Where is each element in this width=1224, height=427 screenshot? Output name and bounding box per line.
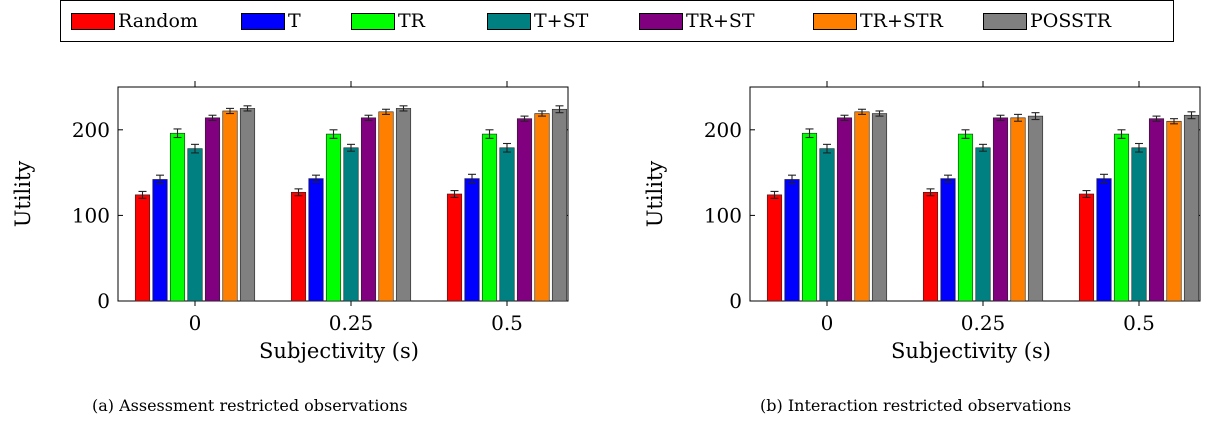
bar: [992, 117, 1009, 302]
y-axis-label: Utility: [11, 161, 35, 228]
chart-a: 0 100 200 0 0.25 0.5 Subjectivity (s) Utility: [11, 81, 569, 363]
bar: [169, 132, 186, 302]
legend-swatch: [813, 12, 857, 30]
x-tick-label: 0.5: [1123, 311, 1155, 335]
bar: [854, 111, 870, 302]
legend-item-t-plus-st: T+ST: [487, 9, 588, 33]
legend-label: TR: [398, 10, 425, 32]
legend-label: TR+STR: [860, 10, 943, 32]
legend-swatch: [351, 12, 395, 30]
bar: [801, 132, 818, 302]
bar: [957, 133, 974, 302]
bar: [481, 133, 498, 302]
bar: [446, 193, 463, 302]
legend-swatch: [487, 12, 531, 30]
y-tick-label: 100: [704, 203, 742, 227]
bar: [836, 117, 853, 302]
legend-swatch: [71, 12, 115, 30]
legend-item-random: Random: [71, 9, 198, 33]
bar: [222, 110, 238, 302]
y-axis-label: Utility: [643, 161, 667, 228]
legend-item-t: T: [241, 9, 301, 33]
chart-legend: Random T TR T+ST TR+ST TR+STR POSSTR: [60, 0, 1174, 42]
y-tick-label: 0: [729, 289, 742, 313]
bar: [784, 179, 800, 302]
bar: [239, 108, 256, 302]
y-tick-label: 200: [72, 118, 110, 142]
bar: [551, 108, 568, 302]
bar: [871, 113, 888, 302]
caption-b: (b) Interaction restricted observations: [760, 396, 1072, 415]
bar: [290, 191, 307, 302]
bar: [308, 178, 324, 302]
bar: [204, 117, 221, 302]
x-tick-label: 0.5: [491, 311, 523, 335]
chart-b: 0 100 200 0 0.25 0.5 Subjectivity (s) Utility: [643, 81, 1201, 363]
bar: [534, 113, 550, 302]
bar: [1131, 147, 1147, 302]
bar: [343, 147, 359, 302]
bar: [325, 133, 342, 302]
plot-frame: [749, 86, 1201, 302]
legend-swatch: [241, 12, 285, 30]
bar: [360, 117, 377, 302]
bar: [1166, 120, 1182, 302]
legend-label: T: [288, 10, 301, 32]
bar: [766, 194, 783, 302]
bar: [1148, 118, 1165, 302]
bar: [922, 191, 939, 302]
caption-a: (a) Assessment restricted observations: [92, 396, 408, 415]
bar: [378, 111, 394, 302]
bar: [940, 178, 956, 302]
bar: [187, 148, 203, 302]
bar: [1113, 133, 1130, 302]
bar: [464, 178, 480, 302]
y-tick-label: 200: [704, 118, 742, 142]
legend-item-tr: TR: [351, 9, 425, 33]
bar: [499, 147, 515, 302]
x-tick-label: 0.25: [329, 311, 374, 335]
bar: [152, 179, 168, 302]
y-tick-label: 100: [72, 203, 110, 227]
plot-frame: [117, 86, 569, 302]
legend-swatch: [983, 12, 1027, 30]
x-axis-label: Subjectivity (s): [891, 339, 1051, 363]
bar: [395, 108, 412, 302]
x-tick-label: 0: [189, 311, 202, 335]
bar: [1027, 115, 1044, 302]
legend-item-tr-plus-st: TR+ST: [639, 9, 755, 33]
x-tick-label: 0.25: [961, 311, 1006, 335]
legend-label: T+ST: [534, 10, 589, 32]
bar: [1096, 178, 1112, 302]
bar: [819, 148, 835, 302]
legend-swatch: [639, 12, 683, 30]
legend-item-posstr: POSSTR: [983, 9, 1111, 33]
bar: [134, 194, 151, 302]
legend-item-tr-plus-str: TR+STR: [813, 9, 943, 33]
bar: [1183, 114, 1200, 302]
y-tick-label: 0: [97, 289, 110, 313]
bar: [516, 118, 533, 302]
legend-label: TR+ST: [686, 10, 755, 32]
bar: [1010, 117, 1026, 302]
x-axis-label: Subjectivity (s): [259, 339, 419, 363]
legend-label: Random: [118, 10, 198, 32]
legend-label: POSSTR: [1030, 10, 1112, 32]
bar: [975, 147, 991, 302]
bar: [1078, 193, 1095, 302]
x-tick-label: 0: [821, 311, 834, 335]
